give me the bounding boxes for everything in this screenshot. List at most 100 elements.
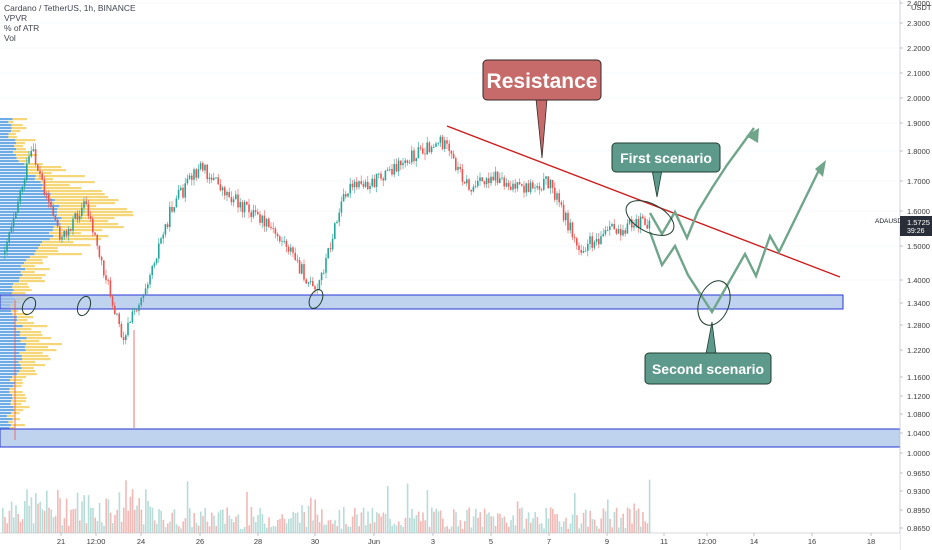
volume-bar <box>129 496 132 533</box>
symbol-title[interactable]: Cardano / TetherUS, 1h, BINANCE <box>4 3 136 13</box>
candle-body <box>186 178 189 184</box>
volume-bar <box>43 510 46 533</box>
candle-body <box>483 181 486 185</box>
candle-body <box>98 245 101 257</box>
time-tick-label: 16 <box>808 537 816 546</box>
volume-profile-bar <box>0 322 16 325</box>
candle-body <box>384 170 387 181</box>
volume-profile-bar <box>0 232 49 235</box>
ticker-label: ADAUSDT <box>875 218 906 225</box>
volume-bar <box>217 512 220 533</box>
volume-profile-bar <box>0 316 18 319</box>
volume-profile-bar <box>19 352 43 355</box>
volume-bar <box>457 526 459 533</box>
volume-profile-bar <box>11 127 27 130</box>
candle-body <box>107 280 109 281</box>
price-tick-label: 1.7000 <box>907 177 930 186</box>
indicator-vpvr[interactable]: VPVR <box>4 13 28 23</box>
volume-bar <box>46 490 48 533</box>
volume-bar <box>615 507 618 533</box>
volume-profile-bar <box>53 235 109 238</box>
volume-bar <box>567 528 569 533</box>
price-tick-label: 2.1000 <box>907 69 930 78</box>
price-tick-label: 0.9650 <box>907 469 930 478</box>
volume-bar <box>483 508 486 533</box>
volume-bar <box>514 525 517 533</box>
volume-bar <box>4 517 6 533</box>
candle-body <box>195 169 197 178</box>
candle-body <box>446 140 448 144</box>
indicator-atr[interactable]: % of ATR <box>4 23 40 33</box>
volume-bar <box>120 521 123 533</box>
volume-bar <box>15 505 17 533</box>
indicator-vol[interactable]: Vol <box>4 33 16 43</box>
volume-profile-bar <box>0 160 19 163</box>
candle-body <box>362 183 365 187</box>
volume-bar <box>83 495 85 533</box>
volume-bar <box>255 522 257 533</box>
volume-profile-bar <box>24 346 49 349</box>
candle-body <box>17 201 19 213</box>
price-axis[interactable]: USDT 2.4000 2.3000 2.2000 2.1000 2.0000 1.900… <box>874 0 932 550</box>
volume-profile-bar <box>0 244 41 247</box>
volume-profile-bar <box>0 268 26 271</box>
candle-body <box>298 260 301 274</box>
candle-body <box>499 178 501 183</box>
volume-profile-bar <box>16 328 32 331</box>
volume-profile-bar <box>19 277 42 280</box>
volume-bar <box>574 493 576 533</box>
volume-profile-bar <box>35 175 85 178</box>
volume-bar <box>578 528 580 533</box>
candle-body <box>246 201 248 205</box>
candle-body <box>96 234 98 246</box>
volume-bar <box>250 507 253 533</box>
volume-bar <box>453 509 455 533</box>
time-tick-label: Jun <box>368 537 380 546</box>
volume-bar <box>543 528 545 533</box>
volume-profile-bar <box>13 283 28 286</box>
volume-profile-bar <box>0 145 15 148</box>
candle-body <box>459 166 461 169</box>
volume-bar <box>347 526 349 533</box>
time-axis[interactable]: 21 12:00 24 26 28 30 Jun 3 5 7 9 11 12:00 14 16 18 <box>0 532 900 550</box>
candle-body <box>67 228 70 236</box>
volume-bar <box>644 521 646 533</box>
candle-body <box>103 260 105 276</box>
candle-body <box>206 164 208 180</box>
candle-body <box>569 222 571 231</box>
volume-bar <box>389 518 391 533</box>
volume-bar <box>140 509 143 533</box>
volume-profile-bar <box>0 421 9 424</box>
volume-profile-bar <box>52 229 103 232</box>
volume-profile-bar <box>0 388 10 391</box>
volume-bar <box>503 516 506 533</box>
volume-bar <box>134 509 136 533</box>
candle-body <box>118 313 120 325</box>
candle-body <box>428 142 431 153</box>
candle-body <box>582 250 585 253</box>
candle-body <box>389 169 391 170</box>
volume-bar <box>376 512 378 533</box>
candle-body <box>532 182 534 189</box>
volume-bar <box>433 511 435 533</box>
volume-profile-bar <box>0 229 53 232</box>
volume-profile-bar <box>20 340 40 343</box>
price-tick-label: 1.1200 <box>907 392 930 401</box>
volume-bar <box>193 513 195 533</box>
volume-bar <box>206 521 209 533</box>
volume-profile-bar <box>21 355 49 358</box>
volume-bar <box>30 497 33 533</box>
candle-body <box>133 310 136 312</box>
candle-body <box>400 160 402 166</box>
volume-bar <box>314 499 316 533</box>
candle-body <box>142 294 145 298</box>
volume-bar <box>261 514 264 533</box>
volume-profile-bar <box>21 358 51 361</box>
candle-body <box>340 201 343 213</box>
candle-body <box>466 179 468 184</box>
candle-body <box>417 147 420 159</box>
volume-bar <box>459 520 462 533</box>
candle-body <box>116 313 118 315</box>
volume-profile-bar <box>14 145 24 148</box>
candle-body <box>72 218 74 231</box>
